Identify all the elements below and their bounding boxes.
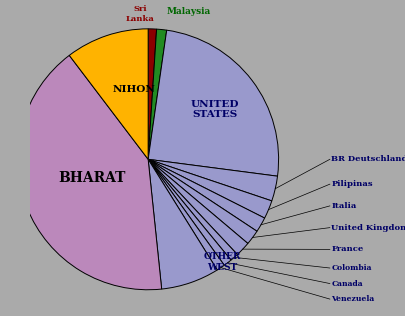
Text: NIHON: NIHON (113, 85, 155, 94)
Text: UNITED
STATES: UNITED STATES (190, 100, 239, 119)
Text: BR Deutschland: BR Deutschland (330, 155, 405, 163)
Text: Venezuela: Venezuela (330, 295, 374, 303)
Wedge shape (148, 159, 247, 254)
Wedge shape (148, 159, 230, 265)
Text: France: France (330, 246, 363, 253)
Text: Sri
Lanka: Sri Lanka (126, 5, 154, 23)
Wedge shape (148, 159, 271, 218)
Wedge shape (148, 159, 217, 289)
Text: United Kingdom: United Kingdom (330, 224, 405, 232)
Wedge shape (18, 55, 161, 290)
Wedge shape (148, 159, 224, 270)
Text: Canada: Canada (330, 280, 362, 288)
Wedge shape (148, 29, 156, 159)
Wedge shape (148, 29, 166, 159)
Wedge shape (69, 29, 148, 159)
Text: BHARAT: BHARAT (58, 171, 126, 185)
Text: Pilipinas: Pilipinas (330, 180, 372, 188)
Wedge shape (148, 30, 278, 176)
Wedge shape (148, 159, 277, 201)
Wedge shape (148, 159, 264, 231)
Text: Malaysia: Malaysia (166, 7, 211, 16)
Text: Italia: Italia (330, 202, 356, 210)
Text: OTHER
WEST: OTHER WEST (203, 252, 241, 271)
Wedge shape (148, 159, 237, 260)
Text: Colombia: Colombia (330, 264, 371, 272)
Wedge shape (148, 159, 256, 243)
